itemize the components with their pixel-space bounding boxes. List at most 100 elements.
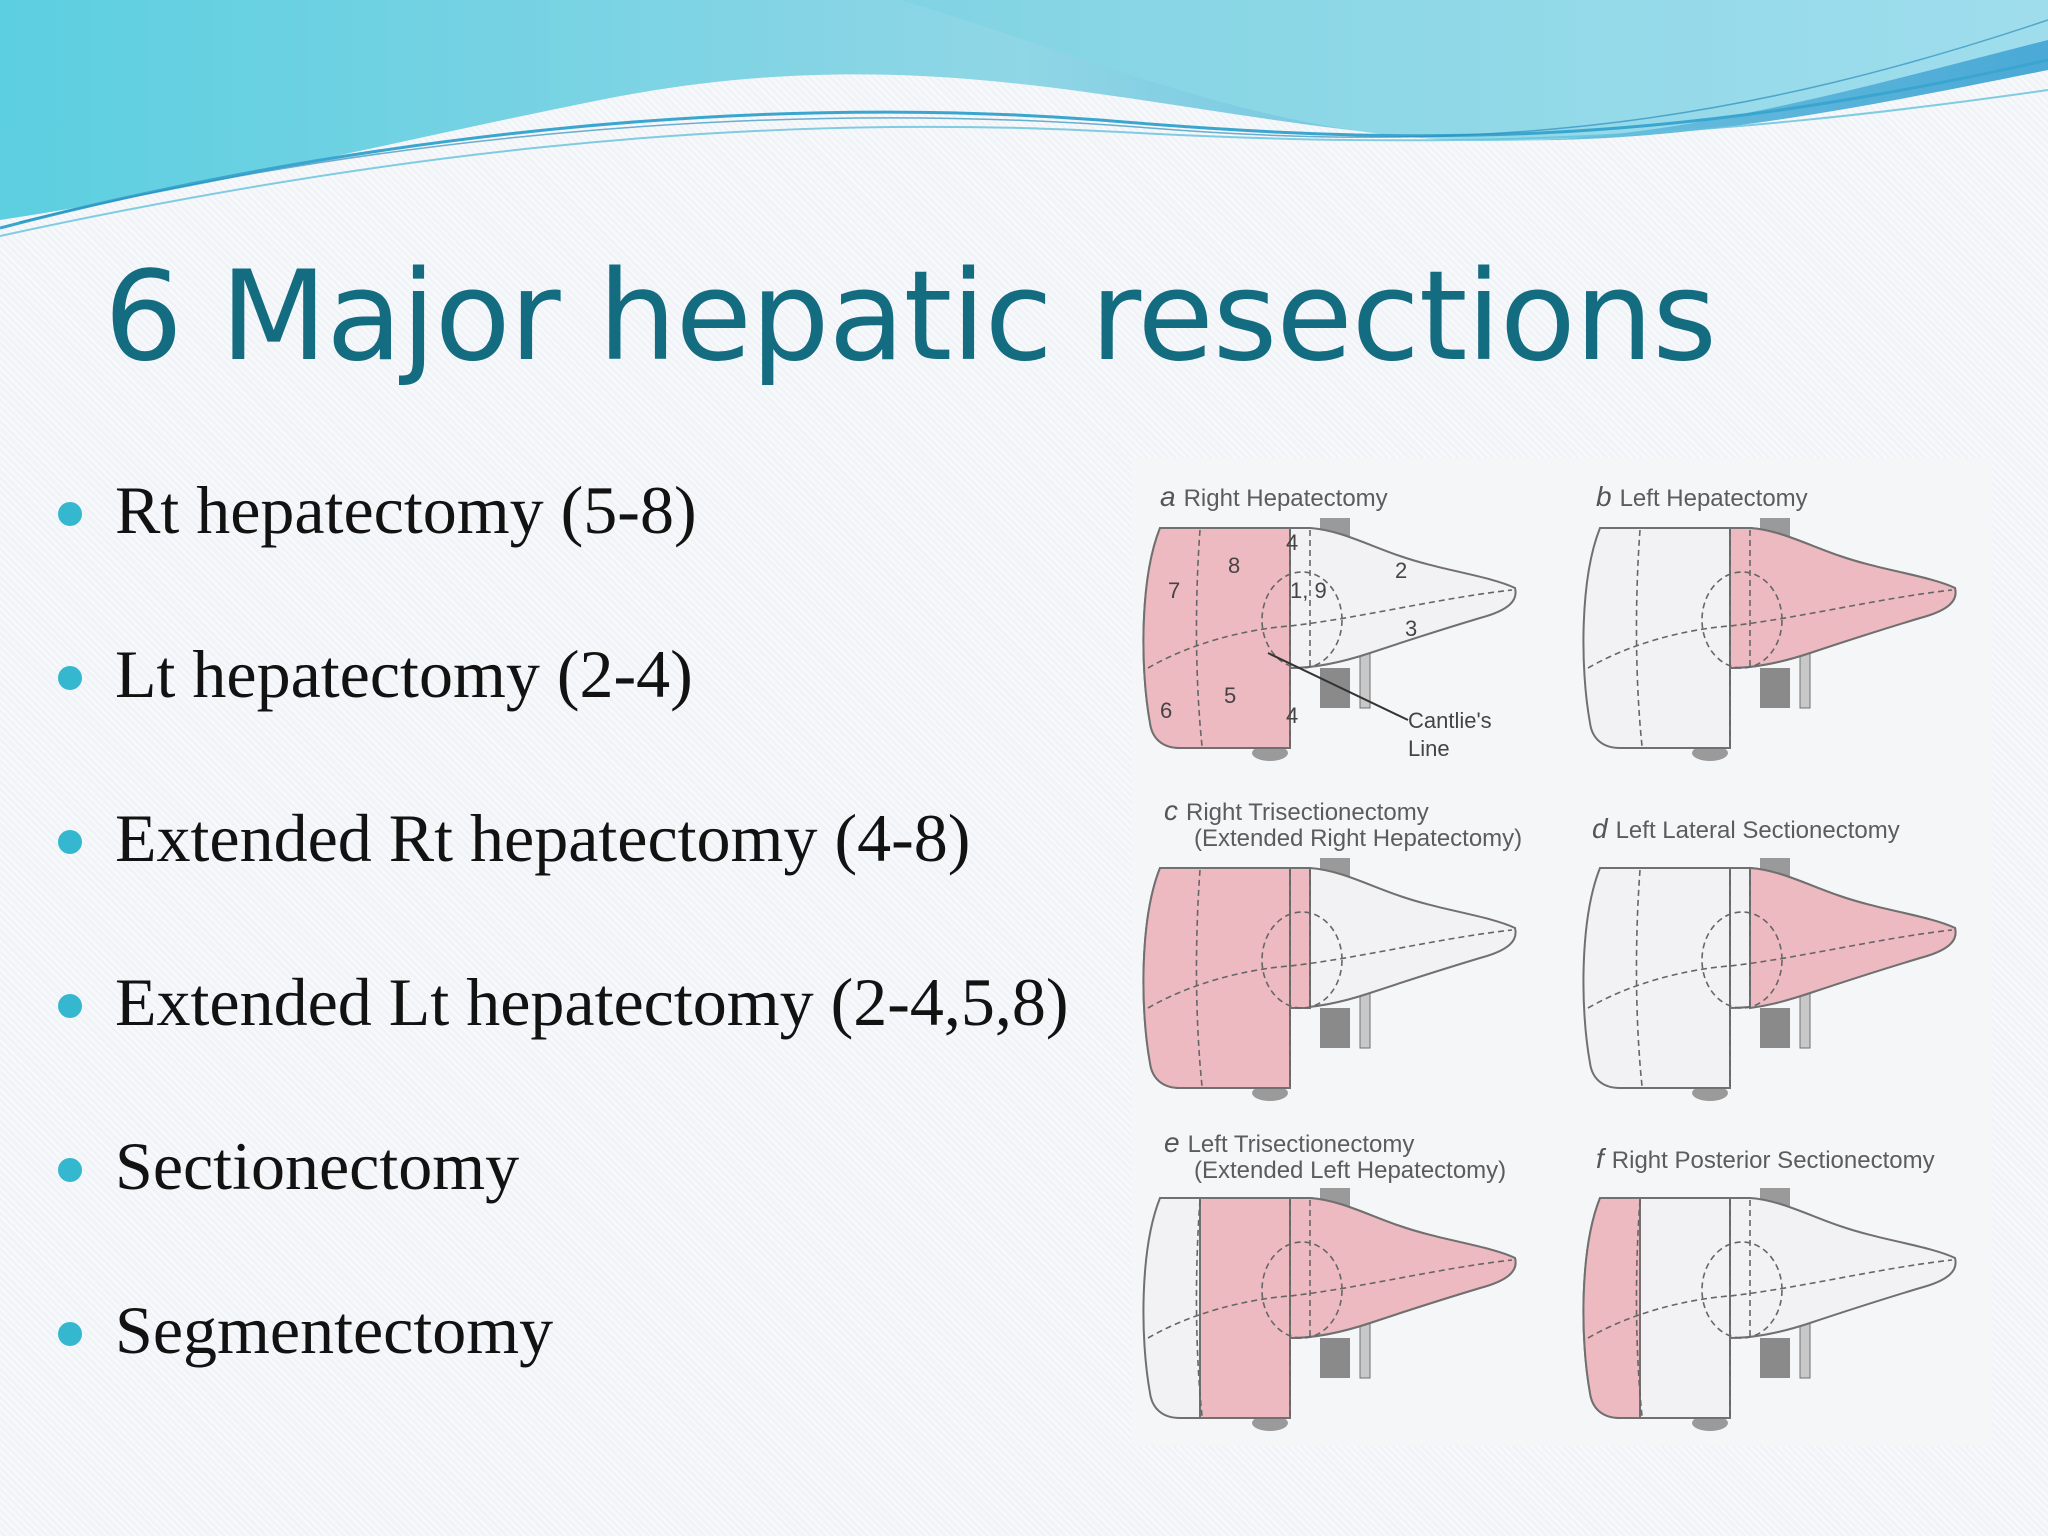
segment-line xyxy=(1147,929,1513,1009)
liver-diagram xyxy=(1140,858,1540,1107)
liver-diagram xyxy=(1580,858,1980,1107)
segment-line xyxy=(1195,1199,1203,1417)
panel-letter: d xyxy=(1592,813,1608,844)
panel-title: Left Hepatectomy xyxy=(1619,485,1808,512)
segment-number: 5 xyxy=(1224,683,1236,708)
ivc-shape xyxy=(1760,668,1790,708)
panel-subtitle: (Extended Left Hepatectomy) xyxy=(1194,1157,1507,1185)
bullet-dot-icon xyxy=(58,1322,82,1346)
bullet-item: Rt hepatectomy (5-8) xyxy=(58,470,1069,634)
right-lobe xyxy=(1582,527,1731,749)
segment-line xyxy=(1635,529,1643,747)
segment-line xyxy=(1635,1199,1643,1417)
bullet-item: Lt hepatectomy (2-4) xyxy=(58,634,1069,798)
panel-label: c Right Trisectionectomy (Extended Right … xyxy=(1164,795,1523,853)
portal-vein-shape xyxy=(1799,1317,1811,1379)
segment-number: 1, 9 xyxy=(1290,578,1327,603)
panel-right-hepatectomy: a Right Hepatectomy 8 7 6 5 4 1, 9 4 2 3 Cantlie's… xyxy=(1132,458,1562,788)
bullet-item: Extended Rt hepatectomy (4-8) xyxy=(58,798,1069,962)
liver-diagram xyxy=(1140,1188,1540,1437)
ivc-shape xyxy=(1320,1008,1350,1048)
panel-letter: c xyxy=(1164,795,1178,826)
bullet-text: Rt hepatectomy (5-8) xyxy=(115,472,697,548)
left-lobe xyxy=(1289,527,1517,670)
liver-diagram xyxy=(1580,1188,1980,1437)
panel-title: Right Posterior Sectionectomy xyxy=(1611,1147,1935,1174)
right-lobe xyxy=(1582,867,1731,1089)
resected-region xyxy=(1582,1197,1641,1419)
caudate-outline xyxy=(1261,571,1343,669)
caudate-outline xyxy=(1261,1241,1343,1339)
header-wave-decoration xyxy=(0,0,2048,237)
bullet-dot-icon xyxy=(58,830,82,854)
segment-line xyxy=(1587,929,1953,1009)
panel-label: b Left Hepatectomy xyxy=(1596,481,1808,512)
portal-vein-shape xyxy=(1359,1317,1371,1379)
panel-left-lateral-sectionectomy: d Left Lateral Sectionectomy xyxy=(1572,788,2002,1118)
caudate-outline xyxy=(1261,911,1343,1009)
bullet-text: Lt hepatectomy (2-4) xyxy=(115,636,693,712)
segment-line xyxy=(1587,1259,1953,1339)
segment-number: 2 xyxy=(1395,558,1407,583)
panel-title: Left Trisectionectomy xyxy=(1187,1131,1415,1158)
panel-left-hepatectomy: b Left Hepatectomy xyxy=(1572,458,2002,788)
caudate-outline xyxy=(1701,911,1783,1009)
ivc-shape xyxy=(1760,1338,1790,1378)
segment-line xyxy=(1147,589,1513,669)
panel-title: Right Hepatectomy xyxy=(1183,485,1388,512)
resected-region xyxy=(1199,1197,1291,1419)
bullet-text: Segmentectomy xyxy=(115,1292,554,1368)
panel-label: a Right Hepatectomy xyxy=(1160,481,1388,512)
segment-line xyxy=(1635,869,1643,1087)
bullet-dot-icon xyxy=(58,666,82,690)
resected-region xyxy=(1142,527,1291,749)
bullet-text: Extended Rt hepatectomy (4-8) xyxy=(115,800,971,876)
caudate-outline xyxy=(1701,1241,1783,1339)
panel-letter: f xyxy=(1596,1143,1604,1174)
bullet-text: Sectionectomy xyxy=(115,1128,520,1204)
panel-letter: b xyxy=(1596,481,1612,512)
portal-vein-shape xyxy=(1359,987,1371,1049)
bullet-dot-icon xyxy=(58,1158,82,1182)
bullet-item: Sectionectomy xyxy=(58,1126,1069,1290)
slide-title: 6 Major hepatic resections xyxy=(104,245,1717,389)
segment-line xyxy=(1587,589,1953,669)
left-lobe xyxy=(1289,867,1517,1010)
panel-letter: a xyxy=(1160,481,1176,512)
left-lobe xyxy=(1729,1197,1957,1340)
panel-subtitle: (Extended Right Hepatectomy) xyxy=(1194,825,1523,853)
ivc-shape xyxy=(1320,668,1350,708)
resected-region xyxy=(1289,867,1311,1009)
panel-title: Left Lateral Sectionectomy xyxy=(1615,817,1900,844)
panel-right-posterior-sectionectomy: f Right Posterior Sectionectomy xyxy=(1572,1118,2002,1448)
panel-title: Right Trisectionectomy xyxy=(1186,799,1429,826)
panel-label: d Left Lateral Sectionectomy xyxy=(1592,813,1900,844)
resected-region xyxy=(1142,867,1291,1089)
ivc-shape xyxy=(1320,1338,1350,1378)
ivc-shape xyxy=(1760,1008,1790,1048)
caudate-outline xyxy=(1701,571,1783,669)
segment-line xyxy=(1147,1259,1513,1339)
panel-label: e Left Trisectionectomy (Extended Left He… xyxy=(1164,1127,1507,1185)
liver-diagram xyxy=(1580,518,1980,767)
annotation-text: Line xyxy=(1408,736,1450,761)
panel-letter: e xyxy=(1164,1127,1180,1158)
resected-region xyxy=(1729,527,1957,670)
cantlie-line-pointer xyxy=(1267,652,1409,721)
segment-number: 8 xyxy=(1228,553,1240,578)
segment-number: 7 xyxy=(1168,578,1180,603)
segment-line xyxy=(1195,869,1203,1087)
panel-left-trisectionectomy: e Left Trisectionectomy (Extended Left He… xyxy=(1132,1118,1562,1448)
annotation-text: Cantlie's xyxy=(1408,708,1492,733)
portal-vein-shape xyxy=(1799,987,1811,1049)
segment-number: 4 xyxy=(1286,530,1298,555)
panel-right-trisectionectomy: c Right Trisectionectomy (Extended Right … xyxy=(1132,788,1562,1118)
segment-number: 6 xyxy=(1160,698,1172,723)
portal-vein-shape xyxy=(1799,647,1811,709)
bullet-text: Extended Lt hepatectomy (2-4,5,8) xyxy=(115,964,1069,1040)
bullet-item: Segmentectomy xyxy=(58,1290,1069,1454)
bullet-item: Extended Lt hepatectomy (2-4,5,8) xyxy=(58,962,1069,1126)
bullet-dot-icon xyxy=(58,994,82,1018)
segment-number: 4 xyxy=(1286,703,1298,728)
resected-region xyxy=(1749,866,1957,1010)
